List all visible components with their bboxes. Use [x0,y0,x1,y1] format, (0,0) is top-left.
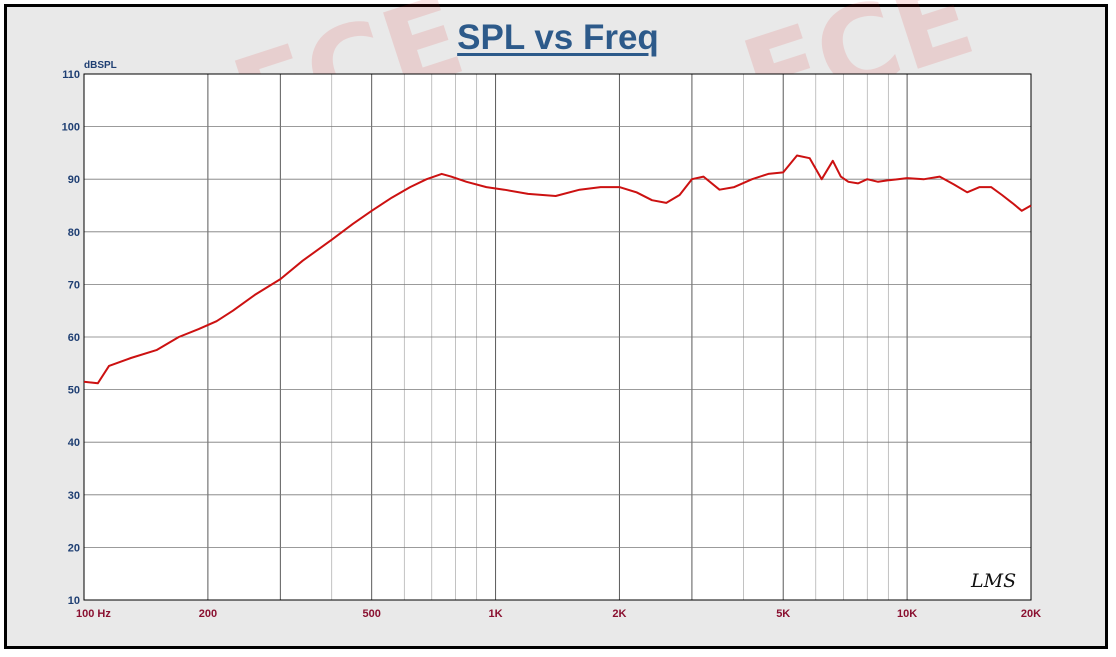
x-tick-label: 500 [362,608,380,620]
y-tick-label: 30 [68,490,80,502]
x-tick-label: 20K [1021,608,1041,620]
x-tick-label: 2K [612,608,626,620]
y-axis-label: dBSPL [84,60,117,71]
y-tick-label: 60 [68,332,80,344]
spl-response-line [83,154,1032,385]
series-layer [83,154,1032,385]
x-tick-label: 200 [199,608,217,620]
y-tick-label: 110 [62,69,80,81]
x-tick-label: 5K [776,608,790,620]
y-tick-label: 100 [62,122,80,134]
x-tick-label: 1K [489,608,503,620]
lms-annotation: LMS [970,570,1016,592]
y-tick-label: 90 [68,174,80,186]
y-tick-label: 50 [68,385,80,397]
y-tick-label: 10 [68,595,80,607]
x-axis-ticks: 100 Hz 200 500 1K 2K 5K 10K 20K [76,608,1041,620]
y-axis-ticks: 10 20 30 40 50 60 70 80 90 100 110 [62,69,80,607]
plot-border [83,73,1032,601]
y-tick-label: 40 [68,437,80,449]
y-tick-label: 80 [68,227,80,239]
y-tick-label: 20 [68,542,80,554]
y-tick-label: 70 [68,279,80,291]
x-tick-label: 100 Hz [76,608,111,620]
x-tick-label: 10K [897,608,917,620]
chart-title: SPL vs Freq [457,18,659,57]
